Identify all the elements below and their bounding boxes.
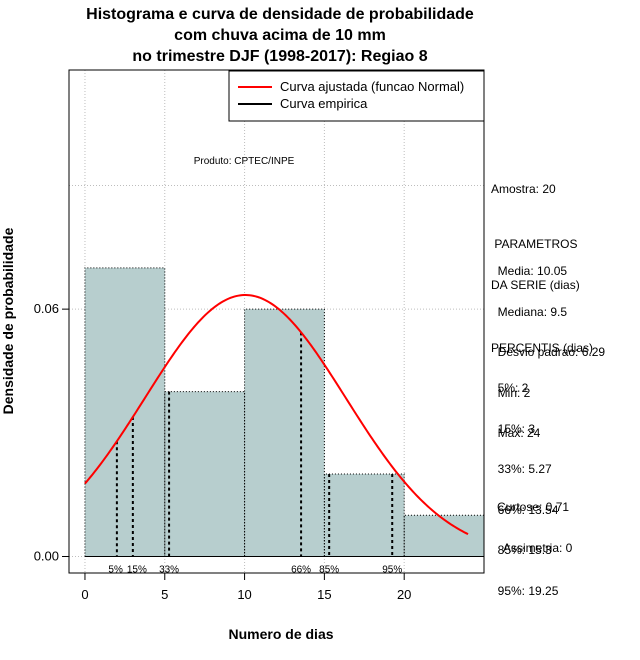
- shape-stats: Curtose: 0.71 Assimetria: 0: [497, 474, 572, 569]
- x-tick-label: 20: [397, 587, 411, 602]
- normal-density-curve: [84, 294, 469, 536]
- param-mediana: Mediana: 9.5: [491, 304, 568, 319]
- param-media: Media: 10.05: [491, 264, 568, 278]
- chart-title: Histograma e curva de densidade de proba…: [0, 4, 560, 67]
- params-header-line: DA SERIE (dias): [491, 277, 580, 292]
- histogram-bar: [404, 515, 484, 557]
- percentil-85: 85%: 15.3: [491, 543, 552, 557]
- percentile-label: 5%: [108, 565, 123, 576]
- y-tick-label: 0.00: [34, 549, 59, 564]
- percentis-list: 5%: 2 15%: 3 33%: 5.27 66%: 13.54 85%: 1…: [491, 355, 559, 612]
- title-line: Histograma e curva de densidade de proba…: [86, 6, 474, 23]
- x-tick-label: 0: [81, 587, 88, 602]
- percentile-label: 33%: [159, 565, 179, 576]
- y-axis-label: Densidade de probabilidade: [0, 227, 16, 414]
- param-min: Min: 2: [491, 385, 531, 400]
- legend: Curva ajustada (funcao Normal) Curva emp…: [228, 70, 485, 122]
- percentil-33: 33%: 5.27: [491, 462, 552, 476]
- histogram-bar-outline: [244, 308, 325, 557]
- y-axis: 0.00 0.06: [34, 301, 70, 564]
- sample-size: Amostra: 20: [491, 182, 556, 196]
- params-header: PARAMETROS DA SERIE (dias): [491, 211, 580, 306]
- param-desvio: Desvio padrao: 6.29: [491, 345, 606, 359]
- param-max: Max: 24: [491, 426, 541, 440]
- x-axis: 0 5 10 15 20: [81, 572, 411, 602]
- percentil-95: 95%: 19.25: [491, 583, 559, 598]
- percentile-label: 66%: [291, 565, 311, 576]
- title-line: com chuva acima de 10 mm: [174, 27, 386, 44]
- legend-box: [228, 70, 485, 122]
- x-tick-label: 15: [317, 587, 331, 602]
- percentile-lines: 5% 15% 33% 66% 85% 95%: [108, 332, 402, 576]
- histogram-bar: [164, 391, 245, 557]
- percentile-label: 95%: [382, 565, 402, 576]
- x-tick-label: 10: [237, 587, 251, 602]
- kurtosis: Curtose: 0.71: [497, 500, 570, 514]
- title-line: no trimestre DJF (1998-2017): Regiao 8: [132, 48, 428, 65]
- percentil-5: 5%: 2: [491, 381, 529, 395]
- x-axis-label: Numero de dias: [228, 626, 333, 642]
- histogram-bar: [324, 474, 405, 557]
- skewness: Assimetria: 0: [497, 540, 573, 555]
- histogram-bar: [84, 267, 165, 557]
- percentis-header: PERCENTIS (dias): [491, 341, 594, 355]
- legend-label-normal: Curva ajustada (funcao Normal): [280, 79, 464, 94]
- y-tick-label: 0.06: [34, 301, 59, 316]
- x-tick-label: 5: [161, 587, 168, 602]
- histogram-bars: [84, 267, 485, 558]
- params-header-line: PARAMETROS: [491, 237, 578, 251]
- histogram-bar-outline: [84, 267, 166, 557]
- params-list: Media: 10.05 Mediana: 9.5 Desvio padrao:…: [491, 238, 605, 454]
- legend-label-empirical: Curva empirica: [280, 96, 368, 111]
- percentile-label: 15%: [127, 565, 147, 576]
- percentile-label: 85%: [319, 565, 339, 576]
- histogram-bar: [244, 309, 325, 557]
- percentil-15: 15%: 3: [491, 421, 536, 436]
- credit-text: Produto: CPTEC/INPE: [194, 156, 295, 167]
- percentil-66: 66%: 13.54: [491, 502, 559, 517]
- histogram-bar-outline: [164, 391, 246, 557]
